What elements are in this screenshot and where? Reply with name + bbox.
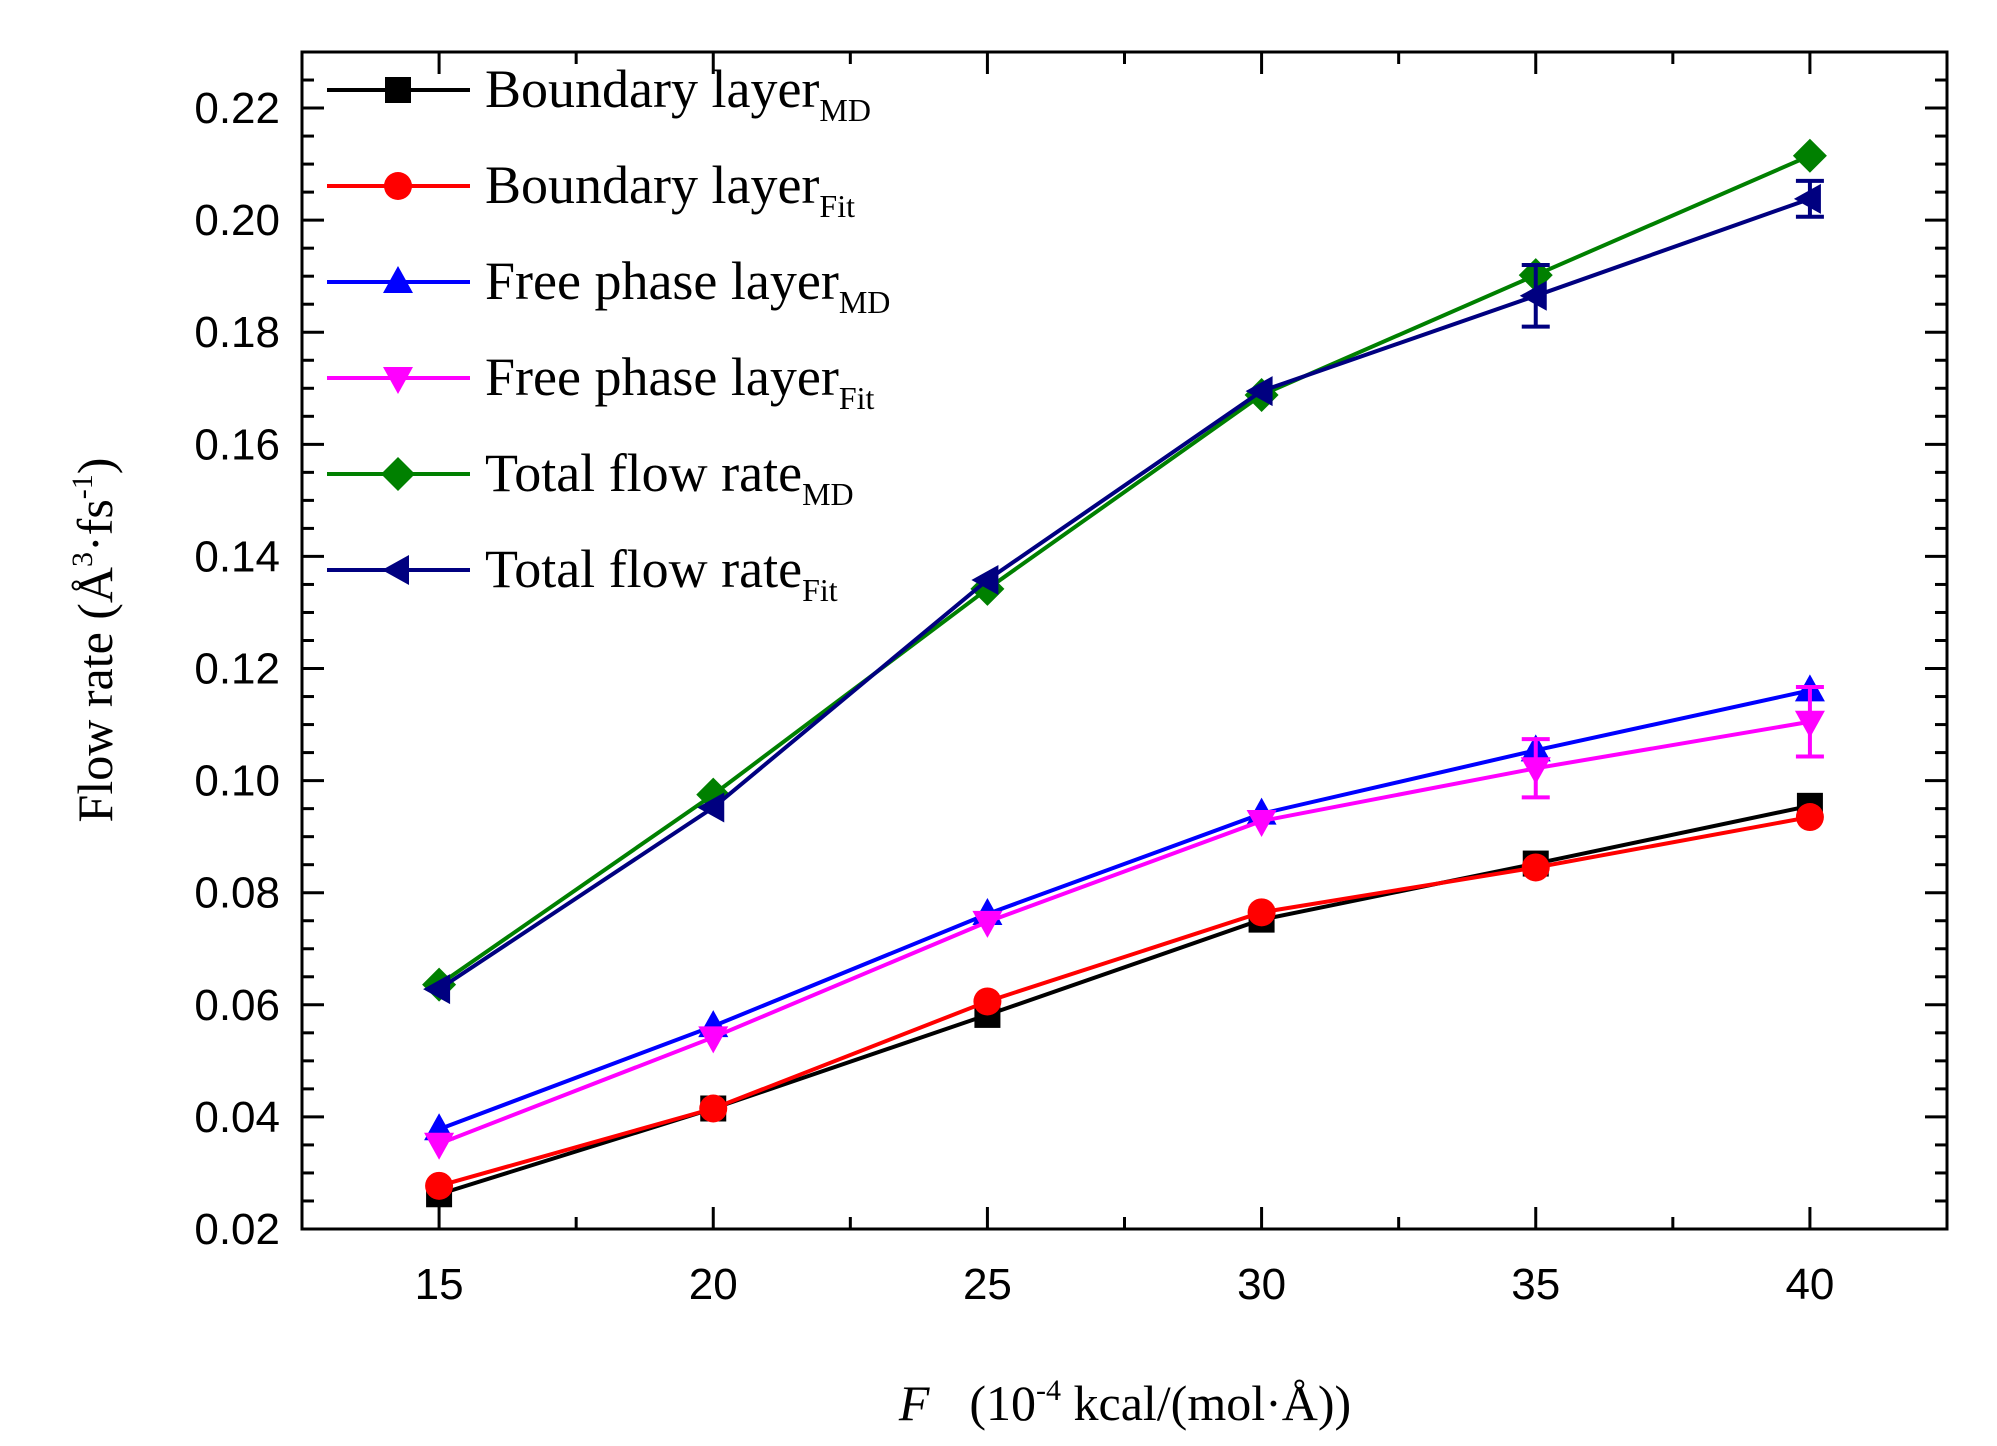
axis-ticks xyxy=(300,50,1949,1231)
data-point xyxy=(1246,809,1277,837)
y-tick-label: 0.16 xyxy=(194,420,280,469)
data-point xyxy=(1794,710,1825,738)
legend-marker xyxy=(381,457,415,491)
x-tick-label: 30 xyxy=(1237,1260,1286,1309)
legend-label: Free phase layerMD xyxy=(485,251,890,320)
data-point xyxy=(423,974,451,1005)
legend: Boundary layerMD Boundary layerFit Free ph… xyxy=(327,59,890,608)
series-1 xyxy=(425,803,1824,1200)
legend-label: Boundary layerMD xyxy=(485,59,871,128)
series-3 xyxy=(424,685,1825,1160)
data-point xyxy=(1792,138,1827,173)
legend-marker xyxy=(383,367,413,394)
x-tick-label: 40 xyxy=(1785,1260,1834,1309)
y-tick-label: 0.18 xyxy=(194,308,280,357)
series-line xyxy=(437,153,1811,987)
legend-item-3: Free phase layerFit xyxy=(327,347,875,416)
data-point xyxy=(972,910,1003,938)
series-2 xyxy=(424,674,1825,1141)
legend-item-4: Total flow rateMD xyxy=(327,443,854,512)
data-point xyxy=(699,1094,728,1123)
legend-item-5: Total flow rateFit xyxy=(327,539,838,608)
y-tick-label: 0.22 xyxy=(194,84,280,133)
data-point xyxy=(1247,898,1276,927)
legend-marker xyxy=(384,172,412,200)
y-tick-label: 0.12 xyxy=(194,645,280,694)
y-tick-label: 0.04 xyxy=(194,1093,280,1142)
legend-label: Total flow rateFit xyxy=(485,539,838,608)
series-line xyxy=(437,196,1811,991)
y-tick-label: 0.10 xyxy=(194,757,280,806)
x-tick-label: 25 xyxy=(963,1260,1012,1309)
data-point xyxy=(1795,803,1824,832)
legend-item-2: Free phase layerMD xyxy=(327,251,890,320)
x-axis-title: F (10-4 kcal/(mol·Å)) xyxy=(898,1374,1351,1431)
legend-marker xyxy=(385,77,411,103)
data-point xyxy=(425,1171,454,1200)
series-5 xyxy=(423,178,1824,1005)
data-point xyxy=(697,792,725,823)
legend-marker xyxy=(383,266,413,293)
y-tick-label: 0.02 xyxy=(194,1205,280,1254)
x-tick-label: 20 xyxy=(689,1260,738,1309)
data-point xyxy=(973,987,1002,1016)
data-point xyxy=(1521,853,1550,882)
legend-item-1: Boundary layerFit xyxy=(327,155,855,224)
y-tick-label: 0.14 xyxy=(194,532,280,581)
data-point xyxy=(424,1132,455,1160)
x-tick-label: 35 xyxy=(1511,1260,1560,1309)
y-tick-label: 0.20 xyxy=(194,196,280,245)
x-tick-label: 15 xyxy=(415,1260,464,1309)
data-point xyxy=(1519,280,1547,311)
series-line xyxy=(438,688,1811,1132)
y-tick-label: 0.06 xyxy=(194,981,280,1030)
series-layer xyxy=(422,138,1827,1208)
legend-label: Total flow rateMD xyxy=(485,443,854,512)
data-point xyxy=(971,564,999,595)
series-line xyxy=(438,815,1811,1188)
data-point xyxy=(1520,757,1551,785)
data-point xyxy=(1793,183,1821,214)
data-point xyxy=(1245,376,1273,407)
legend-item-0: Boundary layerMD xyxy=(327,59,871,128)
tick-labels: 15 20 25 30 35 40 0.02 0.04 0.06 0.08 0.10 0.12 0.14… xyxy=(194,84,1834,1309)
plot-frame xyxy=(300,50,1949,1231)
y-axis-title: Flow rate (Å3·fs-1) xyxy=(66,458,123,823)
legend-label: Boundary layerFit xyxy=(485,155,855,224)
data-point xyxy=(698,1026,729,1054)
legend-marker xyxy=(382,555,409,585)
y-tick-label: 0.08 xyxy=(194,869,280,918)
legend-label: Free phase layerFit xyxy=(485,347,875,416)
series-line xyxy=(438,719,1811,1146)
